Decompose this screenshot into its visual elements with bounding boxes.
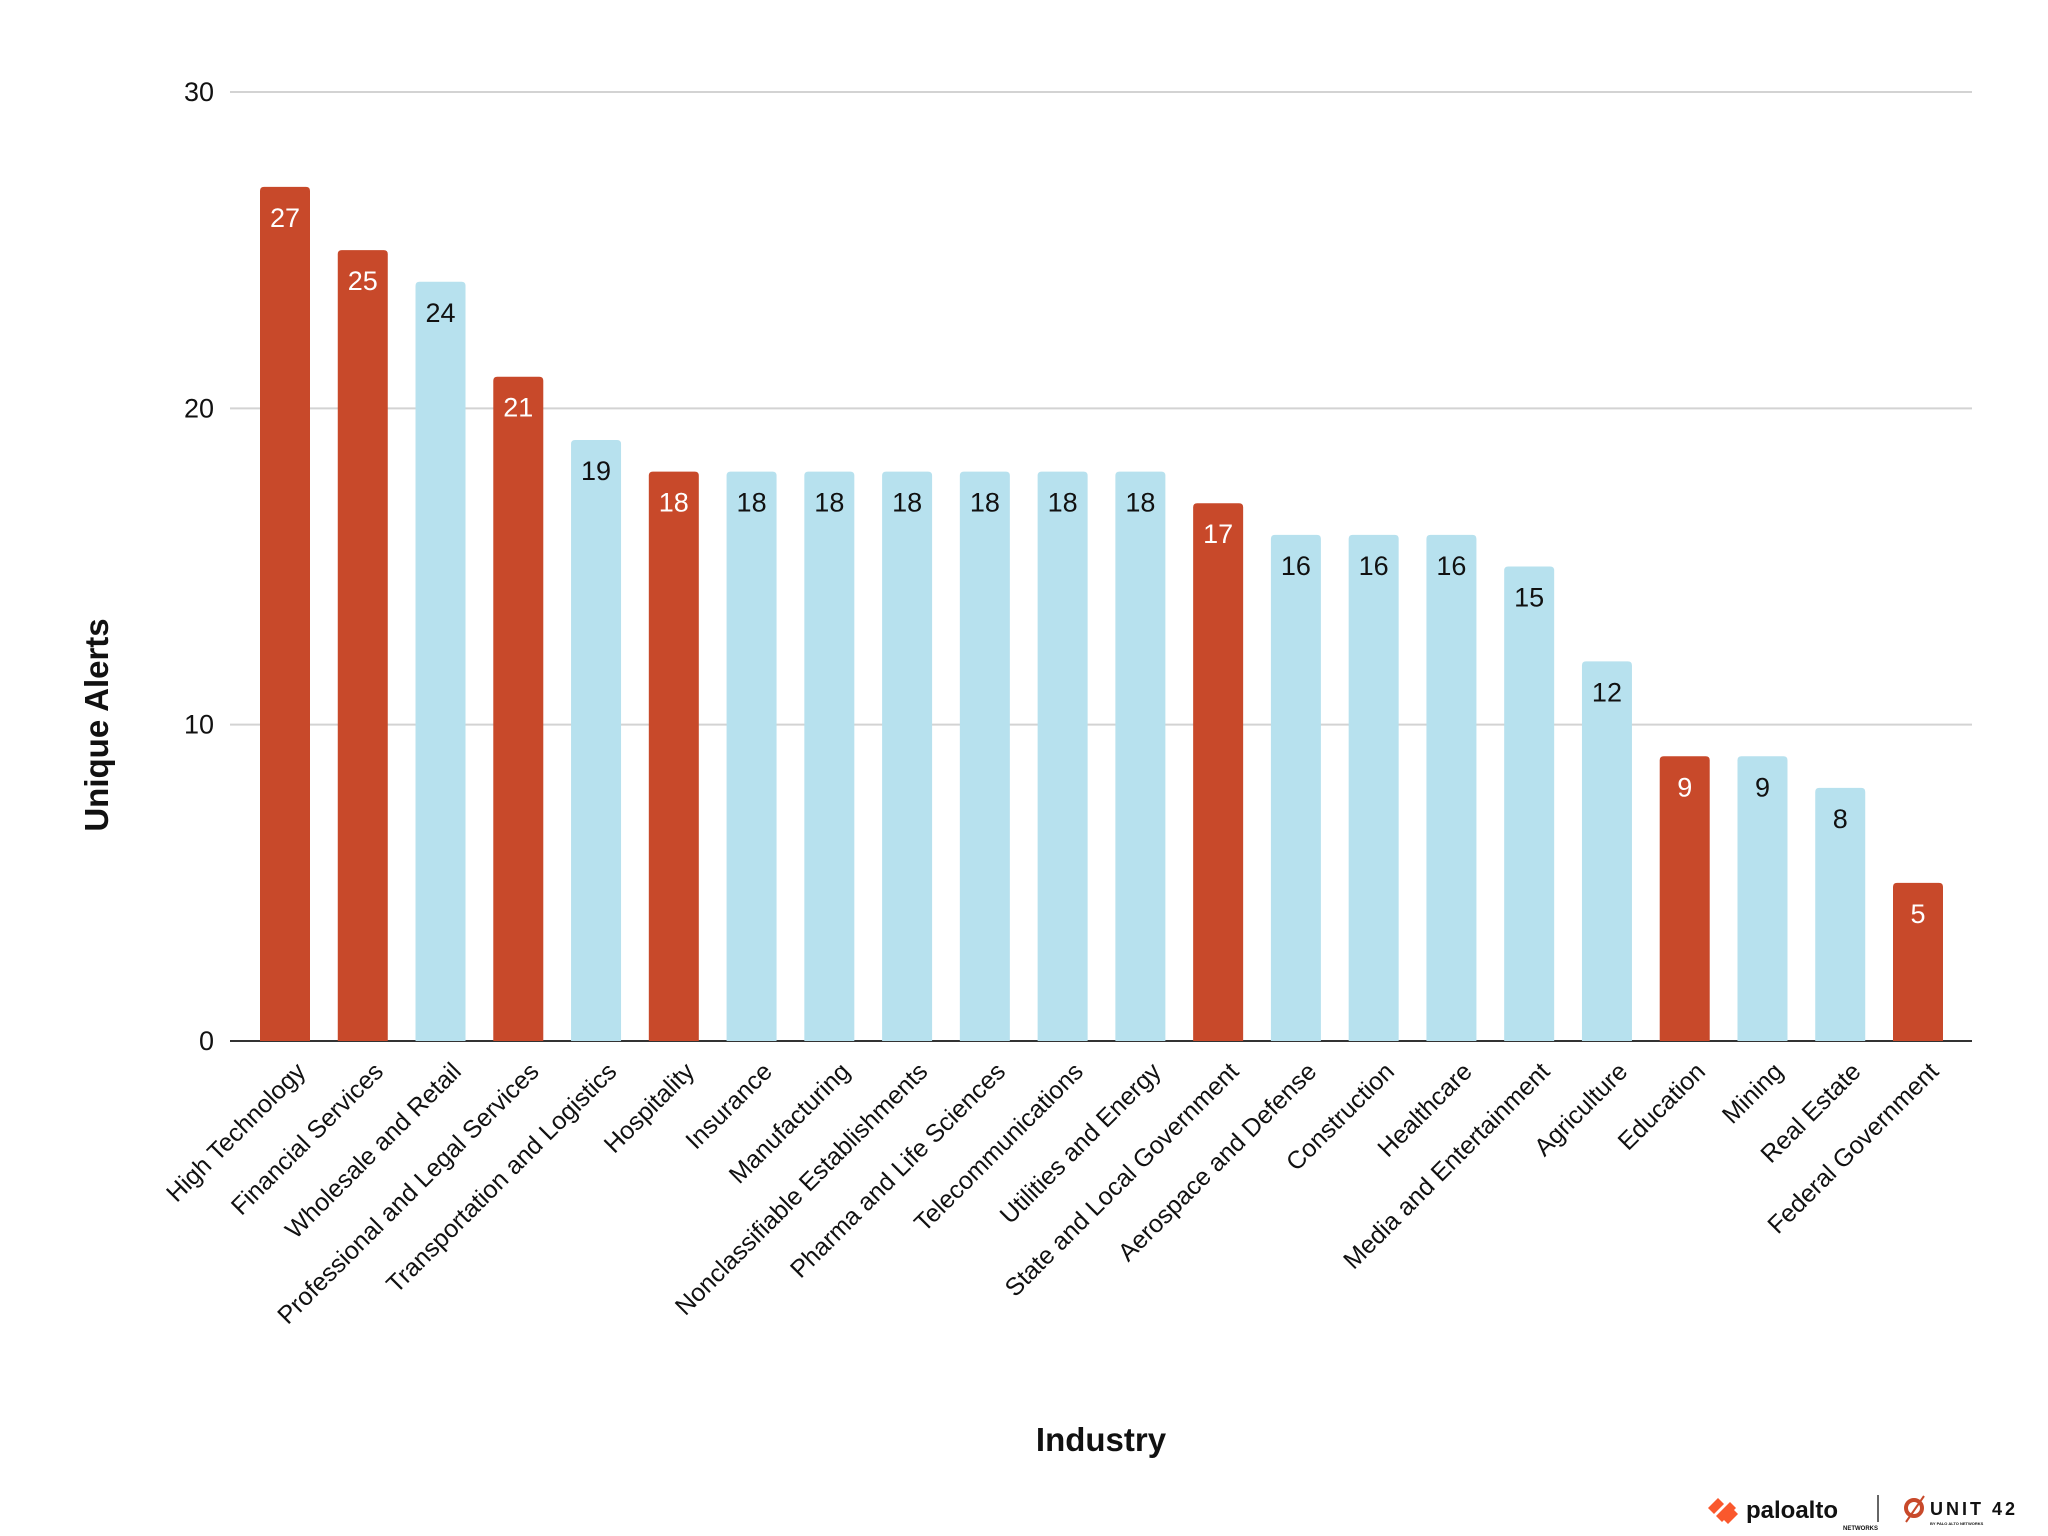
x-axis-title: Industry [1036, 1421, 1167, 1458]
bar [571, 439, 622, 1041]
bar [1193, 503, 1244, 1041]
data-label: 18 [1048, 488, 1078, 518]
data-label: 18 [970, 488, 1000, 518]
data-label: 18 [1125, 488, 1155, 518]
data-label: 18 [737, 488, 767, 518]
category-label: Mining [1717, 1057, 1789, 1129]
data-label: 5 [1910, 899, 1925, 929]
data-label: 18 [814, 488, 844, 518]
bar [1815, 787, 1866, 1041]
data-label: 17 [1203, 519, 1233, 549]
bar [415, 281, 466, 1041]
bar [1115, 471, 1166, 1042]
unit42-mark-icon [1904, 1498, 1924, 1518]
bar [260, 186, 310, 1041]
bars: 27 25 24 21 19 18 18 18 18 18 18 18 17 16 16 16 15 12 9 9 8 5 [260, 186, 1943, 1042]
bar [337, 250, 388, 1041]
data-label: 27 [270, 203, 300, 233]
y-axis-title: Unique Alerts [78, 618, 115, 831]
y-tick-label: 20 [184, 393, 214, 423]
bar [1348, 534, 1399, 1041]
y-tick-label: 30 [184, 77, 214, 107]
bar [1270, 534, 1321, 1041]
paloalto-sub: NETWORKS [1843, 1526, 1878, 1532]
y-tick-label: 10 [184, 710, 214, 740]
bar [493, 376, 544, 1041]
bar [1037, 471, 1088, 1042]
data-label: 25 [348, 266, 378, 296]
bar [1426, 534, 1477, 1041]
data-label: 15 [1514, 583, 1544, 613]
unit42-sub: BY PALO ALTO NETWORKS [1930, 1521, 1984, 1526]
gridlines [230, 91, 1972, 1042]
bar [882, 471, 933, 1042]
data-label: 21 [503, 393, 533, 423]
data-label: 16 [1436, 551, 1466, 581]
data-label: 18 [659, 488, 689, 518]
category-label: High Technology [161, 1057, 312, 1208]
paloalto-logo: paloalto NETWORKS [1708, 1497, 1878, 1532]
data-label: 8 [1833, 804, 1848, 834]
paloalto-mark-icon [1708, 1498, 1738, 1524]
paloalto-wordmark: paloalto [1746, 1497, 1838, 1524]
unit42-logo: UNIT 42 BY PALO ALTO NETWORKS [1904, 1495, 2018, 1526]
bar [1737, 756, 1788, 1041]
y-tick-label: 0 [199, 1026, 214, 1056]
bar [726, 471, 777, 1042]
data-label: 12 [1592, 677, 1622, 707]
data-label: 9 [1677, 772, 1692, 802]
data-label: 16 [1359, 551, 1389, 581]
bar [1504, 566, 1555, 1041]
bar [804, 471, 855, 1042]
unit42-wordmark: UNIT 42 [1930, 1499, 2018, 1519]
data-label: 24 [426, 298, 456, 328]
y-tick-labels: 0 10 20 30 [184, 77, 214, 1056]
bar [1659, 756, 1710, 1041]
bar [1581, 661, 1632, 1041]
bar [648, 471, 699, 1042]
data-label: 19 [581, 456, 611, 486]
bar [959, 471, 1010, 1042]
data-label: 16 [1281, 551, 1311, 581]
data-label: 18 [892, 488, 922, 518]
bar [1893, 882, 1943, 1041]
data-label: 9 [1755, 772, 1770, 802]
